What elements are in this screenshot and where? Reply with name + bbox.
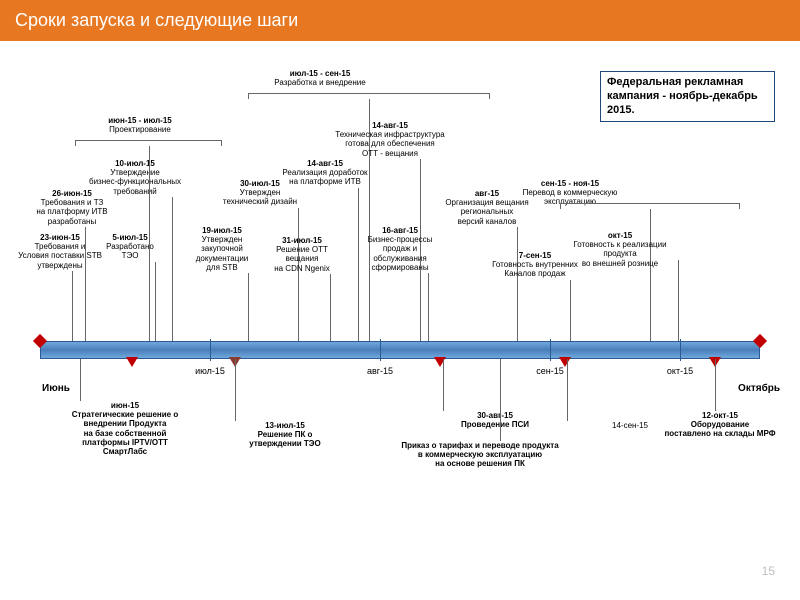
- milestone: 13-июл-15Решение ПК о утверждении ТЭО: [205, 421, 365, 449]
- milestone: Приказ о тарифах и переводе продукта в к…: [400, 441, 560, 469]
- leader-line: [567, 359, 568, 421]
- leader-line: [155, 262, 156, 341]
- milestone-text: Утвержден закупочной документации для ST…: [196, 235, 249, 272]
- milestone-date: 19-июл-15: [162, 226, 282, 235]
- page-number: 15: [762, 564, 775, 578]
- milestone-date: 30-авг-15: [415, 411, 575, 420]
- milestone: 16-авг-15Бизнес-процессы продаж и обслуж…: [340, 226, 460, 272]
- campaign-callout: Федеральная рекламная кампания - ноябрь-…: [600, 71, 775, 122]
- milestone-date: 12-окт-15: [640, 411, 800, 420]
- month-label: сен-15: [536, 366, 563, 376]
- milestone-marker: [126, 357, 138, 367]
- leader-line: [678, 260, 679, 341]
- milestone-date: 16-авг-15: [340, 226, 460, 235]
- milestone-text: Бизнес-процессы продаж и обслуживания сф…: [368, 235, 433, 272]
- month-label: окт-15: [667, 366, 693, 376]
- leader-line: [248, 273, 249, 341]
- milestone-date: 14-авг-15: [330, 121, 450, 130]
- month-tick: [210, 339, 211, 361]
- leader-line: [235, 359, 236, 421]
- milestone-text: Решение ПК о утверждении ТЭО: [249, 430, 320, 448]
- leader-line: [330, 274, 331, 341]
- milestone-date: 10-июл-15: [75, 159, 195, 168]
- milestone-date: окт-15: [560, 231, 680, 240]
- milestone: 14-авг-15Реализация доработок на платфор…: [265, 159, 385, 187]
- leader-line: [715, 359, 716, 411]
- leader-line: [500, 359, 501, 441]
- leader-line: [570, 280, 571, 341]
- milestone-date: сен-15 - ноя-15: [510, 179, 630, 188]
- leader-line: [428, 273, 429, 341]
- month-tick: [380, 339, 381, 361]
- slide-title: Сроки запуска и следующие шаги: [0, 0, 800, 41]
- milestone: 12-окт-15Оборудование поставлено на скла…: [640, 411, 800, 439]
- milestone-text: Утверждение бизнес-функциональных требов…: [89, 168, 181, 195]
- timeline-canvas: Федеральная рекламная кампания - ноябрь-…: [0, 41, 800, 586]
- milestone-text: Требования и ТЗ на платформу ИТВ разрабо…: [36, 198, 107, 225]
- milestone: июн-15Стратегические решение о внедрении…: [45, 401, 205, 456]
- milestone: июл-15 - сен-15Разработка и внедрение: [260, 69, 380, 87]
- timeline-bar: [40, 341, 760, 359]
- milestone-marker: [434, 357, 446, 367]
- milestone-text: Оборудование поставлено на склады МРФ: [664, 420, 775, 438]
- milestone-date: 13-июл-15: [205, 421, 365, 430]
- milestone-date: 14-авг-15: [265, 159, 385, 168]
- milestone-text: Проведение ПСИ: [461, 420, 529, 429]
- leader-line: [72, 271, 73, 341]
- milestone-text: Проектирование: [109, 125, 171, 134]
- bracket-stem: [149, 146, 150, 341]
- month-label: авг-15: [367, 366, 393, 376]
- leader-line: [298, 208, 299, 341]
- milestone-date: июн-15: [45, 401, 205, 410]
- milestone-text: Готовность к реализации продукта во внеш…: [573, 240, 666, 267]
- milestone: 14-авг-15Техническая инфраструктура гото…: [330, 121, 450, 158]
- milestone-text: Реализация доработок на платформе ИТВ: [282, 168, 367, 186]
- milestone-text: Решение ОТТ вещания на CDN Ngenix: [274, 245, 330, 272]
- leader-line: [80, 359, 81, 401]
- milestone-marker: [559, 357, 571, 367]
- month-label: июл-15: [195, 366, 225, 376]
- milestone: 10-июл-15Утверждение бизнес-функциональн…: [75, 159, 195, 196]
- milestone-text: Стратегические решение о внедрении Проду…: [72, 410, 178, 456]
- start-label: Июнь: [42, 383, 70, 394]
- leader-line: [517, 227, 518, 341]
- month-tick: [680, 339, 681, 361]
- month-tick: [550, 339, 551, 361]
- milestone-text: Разработано ТЭО: [106, 242, 154, 260]
- bracket-stem: [650, 209, 651, 341]
- milestone: июн-15 - июл-15Проектирование: [80, 116, 200, 134]
- milestone-text: Техническая инфраструктура готова для об…: [335, 130, 444, 157]
- milestone-text: Приказ о тарифах и переводе продукта в к…: [401, 441, 558, 468]
- milestone-text: Утвержден технический дизайн: [223, 188, 297, 206]
- end-label: Октябрь: [738, 383, 780, 394]
- milestone: окт-15Готовность к реализации продукта в…: [560, 231, 680, 268]
- milestone-date: июн-15 - июл-15: [80, 116, 200, 125]
- milestone-date: июл-15 - сен-15: [260, 69, 380, 78]
- leader-line: [443, 359, 444, 411]
- milestone-text: Разработка и внедрение: [274, 78, 365, 87]
